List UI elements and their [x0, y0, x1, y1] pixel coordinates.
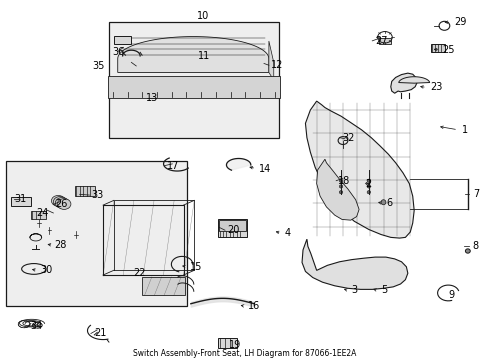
- Text: 15: 15: [189, 262, 202, 272]
- Text: 30: 30: [41, 265, 53, 275]
- Text: 26: 26: [55, 199, 67, 210]
- Ellipse shape: [57, 199, 71, 210]
- Text: 14: 14: [259, 163, 271, 174]
- Text: 28: 28: [54, 240, 66, 250]
- Text: 31: 31: [14, 194, 26, 204]
- Ellipse shape: [339, 185, 342, 188]
- FancyBboxPatch shape: [75, 186, 95, 196]
- Polygon shape: [142, 277, 184, 296]
- Text: 32: 32: [341, 133, 354, 143]
- Bar: [109, 22, 278, 138]
- Text: 24: 24: [36, 208, 48, 218]
- Text: 8: 8: [472, 241, 478, 251]
- Ellipse shape: [51, 195, 65, 206]
- Ellipse shape: [366, 185, 370, 188]
- Text: 2: 2: [365, 179, 371, 189]
- Ellipse shape: [55, 198, 69, 208]
- Text: Switch Assembly-Front Seat, LH Diagram for 87066-1EE2A: Switch Assembly-Front Seat, LH Diagram f…: [133, 349, 355, 358]
- Polygon shape: [268, 41, 273, 80]
- Text: 5: 5: [380, 285, 386, 296]
- Text: 6: 6: [385, 198, 391, 208]
- Polygon shape: [316, 159, 358, 220]
- Text: 9: 9: [447, 291, 453, 301]
- Ellipse shape: [339, 190, 342, 194]
- Text: 10: 10: [197, 11, 209, 21]
- Ellipse shape: [366, 190, 370, 194]
- Text: 16: 16: [248, 301, 260, 311]
- Polygon shape: [302, 239, 407, 289]
- Text: 13: 13: [146, 93, 158, 103]
- Text: 19: 19: [228, 340, 241, 350]
- Ellipse shape: [465, 249, 469, 253]
- FancyBboxPatch shape: [378, 38, 390, 44]
- FancyBboxPatch shape: [11, 197, 31, 206]
- Text: 35: 35: [92, 61, 104, 71]
- Ellipse shape: [366, 179, 370, 182]
- Text: 34: 34: [30, 321, 42, 331]
- FancyBboxPatch shape: [217, 338, 237, 348]
- Text: 11: 11: [198, 51, 210, 61]
- Polygon shape: [305, 101, 413, 238]
- Text: 1: 1: [461, 125, 467, 135]
- Polygon shape: [226, 158, 250, 170]
- Text: 22: 22: [133, 267, 145, 278]
- Text: 36: 36: [112, 46, 124, 57]
- FancyBboxPatch shape: [217, 220, 246, 237]
- Ellipse shape: [53, 197, 67, 207]
- Text: 12: 12: [271, 60, 283, 70]
- Text: 25: 25: [441, 45, 453, 55]
- Text: 7: 7: [472, 189, 478, 199]
- Ellipse shape: [339, 179, 342, 182]
- Text: 27: 27: [374, 36, 387, 46]
- Text: 33: 33: [91, 190, 103, 200]
- Text: 4: 4: [284, 228, 290, 238]
- Text: 18: 18: [337, 176, 350, 186]
- Text: 29: 29: [453, 17, 466, 27]
- FancyBboxPatch shape: [31, 211, 45, 219]
- Text: 3: 3: [351, 285, 357, 296]
- FancyBboxPatch shape: [108, 76, 279, 98]
- Polygon shape: [398, 77, 429, 83]
- Text: 23: 23: [429, 82, 441, 93]
- Polygon shape: [118, 37, 268, 72]
- Text: 21: 21: [94, 328, 106, 338]
- Text: 17: 17: [166, 161, 179, 171]
- FancyBboxPatch shape: [430, 44, 445, 51]
- Text: 20: 20: [227, 225, 239, 235]
- Ellipse shape: [380, 200, 385, 205]
- FancyBboxPatch shape: [114, 36, 131, 44]
- FancyBboxPatch shape: [219, 220, 245, 231]
- Bar: [5, 161, 186, 306]
- Polygon shape: [390, 73, 416, 93]
